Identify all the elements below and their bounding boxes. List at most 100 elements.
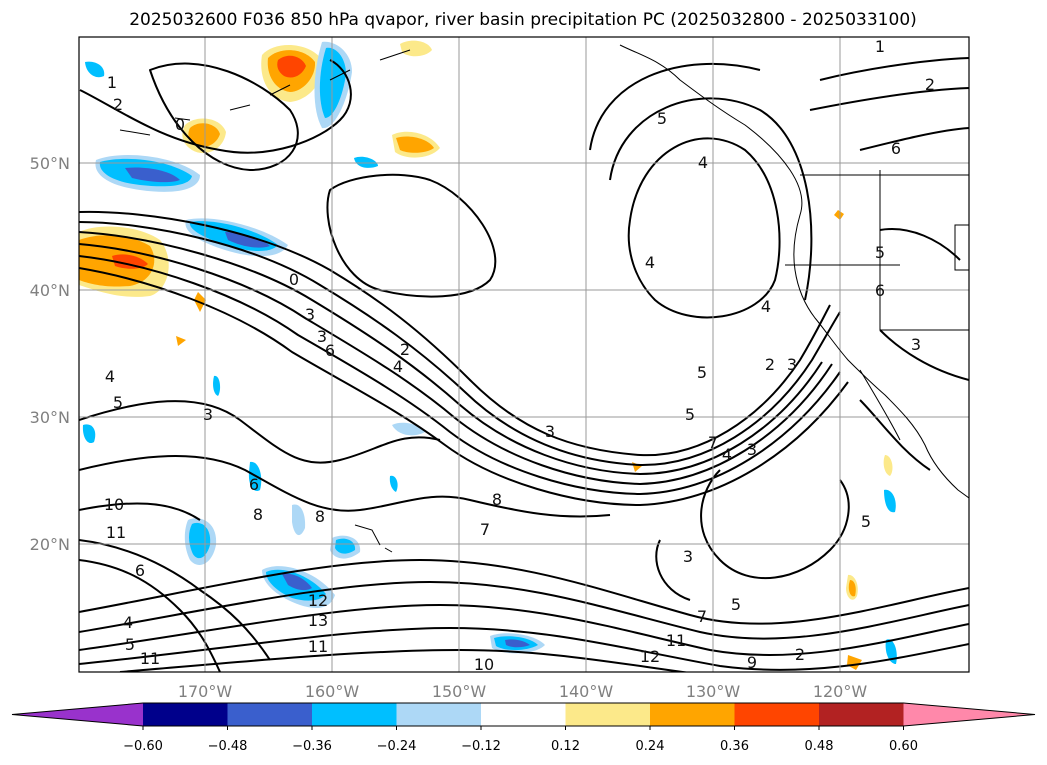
longitude-labels: 170°W 160°W 150°W 140°W 130°W 120°W [178, 682, 868, 701]
contour-label: 3 [911, 335, 921, 354]
colorbar-tick-label: 0.36 [720, 739, 749, 754]
contour-label: 5 [875, 243, 885, 262]
shade-negative [389, 475, 398, 492]
graticule [79, 37, 969, 672]
colorbar-tick-label: 0.12 [551, 739, 580, 754]
shade-negative [225, 232, 270, 248]
colorbar-segment [481, 703, 566, 726]
contour-label: 11 [666, 631, 686, 650]
lat-label: 30°N [30, 408, 70, 427]
contour-line [79, 455, 611, 518]
shade-negative [85, 61, 105, 78]
contour-label: 10 [474, 655, 494, 674]
colorbar-ticks: −0.60 −0.48 −0.36 −0.24 −0.12 0.12 0.24 0.36 0.4… [123, 726, 918, 754]
contour-label: 7 [480, 520, 490, 539]
colorbar-tick-label: −0.48 [208, 739, 248, 754]
colorbar-tick-label: −0.12 [461, 739, 501, 754]
contour-label: 5 [861, 512, 871, 531]
shade-negative [125, 167, 180, 183]
colorbar-tick-label: −0.36 [292, 739, 332, 754]
lon-label: 120°W [813, 682, 868, 701]
contour-label: 3 [683, 547, 693, 566]
shade-positive [883, 455, 893, 476]
contour-label: 13 [308, 611, 328, 630]
contour-label: 6 [249, 475, 259, 494]
shade-positive [848, 580, 856, 597]
shade-negative [884, 489, 896, 513]
contour-label: 12 [308, 591, 328, 610]
colorbar-segment [650, 703, 735, 726]
contour-label: 11 [140, 649, 160, 668]
contour-line [79, 604, 969, 656]
colorbar-segment [227, 703, 313, 726]
contour-label: 4 [722, 445, 732, 464]
contour-label: 8 [492, 490, 502, 509]
contour-line [655, 539, 691, 601]
shade-positive [176, 336, 186, 346]
contour-line [609, 97, 813, 301]
shade-positive [188, 123, 220, 147]
contour-label: 6 [325, 341, 335, 360]
contour-label: 1 [107, 73, 117, 92]
shade-positive [277, 55, 306, 78]
contour-label: 4 [698, 153, 708, 172]
contour-label: 2 [765, 355, 775, 374]
shade-negative [282, 573, 312, 591]
shade-negative [292, 504, 306, 536]
colorbar-segment [396, 703, 482, 726]
contour-label: 3 [317, 327, 327, 346]
lat-label: 40°N [30, 281, 70, 300]
contour-label: 8 [315, 507, 325, 526]
contour-label: 0 [289, 270, 299, 289]
shade-positive [834, 210, 844, 220]
contour-label: 5 [113, 393, 123, 412]
contour-line [326, 173, 497, 298]
contour-label: 5 [685, 405, 695, 424]
contour-line [79, 502, 201, 521]
coastlines [119, 44, 969, 553]
shade-negative [335, 538, 356, 554]
lat-label: 20°N [30, 535, 70, 554]
colorbar-segment [734, 703, 820, 726]
colorbar-segment [312, 703, 397, 726]
contour-line [627, 137, 781, 319]
shade-negative [354, 156, 378, 168]
contour-line [79, 581, 969, 640]
contour-label: 2 [795, 645, 805, 664]
contour-label: 9 [747, 653, 757, 672]
contour-label: 4 [393, 357, 403, 376]
colorbar-segments [11, 702, 1036, 727]
contour-label: 2 [400, 340, 410, 359]
lat-label: 50°N [30, 154, 70, 173]
contour-line [859, 399, 931, 471]
colorbar-segment [143, 703, 228, 726]
latitude-labels: 50°N 40°N 30°N 20°N [30, 154, 70, 554]
lon-label: 150°W [432, 682, 487, 701]
contour-line [79, 559, 969, 625]
contour-line [79, 400, 441, 464]
contour-label: 7 [697, 607, 707, 626]
contour-line [149, 62, 299, 171]
contour-line [79, 59, 352, 154]
contour-line [879, 228, 961, 261]
colorbar-tick-label: 0.60 [889, 739, 918, 754]
contour-label: 3 [203, 405, 213, 424]
colorbar-segment [819, 703, 904, 726]
aleutian-islands [119, 49, 411, 136]
contour-line [79, 231, 823, 475]
shade-positive [400, 40, 432, 57]
shade-positive [396, 136, 434, 153]
contour-label: 5 [697, 363, 707, 382]
contour-label: 7 [708, 433, 718, 452]
contour-label: 1 [875, 37, 885, 56]
hawaiian-islands [354, 524, 393, 553]
contour-line [79, 559, 221, 672]
contour-line [79, 221, 841, 467]
colorbar-tick-label: −0.24 [377, 739, 417, 754]
contour-line [700, 469, 850, 580]
contour-label: 0 [175, 115, 185, 134]
contour-line [79, 210, 831, 457]
lon-label: 130°W [686, 682, 741, 701]
contour-line [119, 649, 690, 672]
shade-negative [505, 639, 530, 648]
